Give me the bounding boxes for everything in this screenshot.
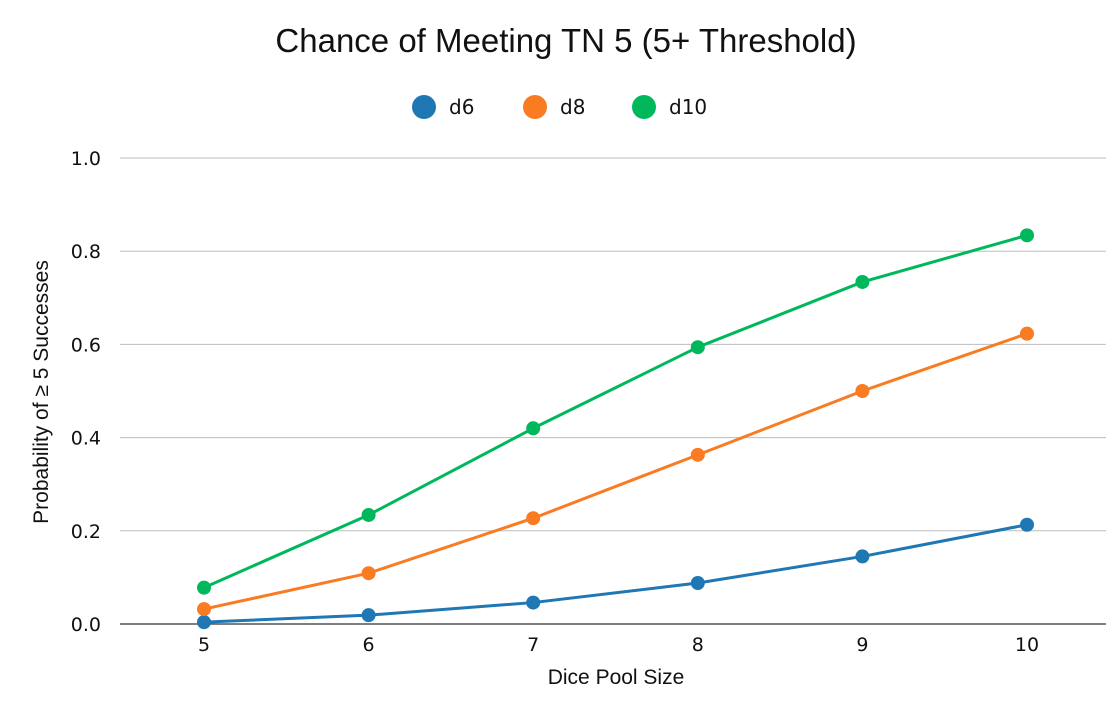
data-point [526, 595, 541, 610]
data-point [1020, 517, 1034, 532]
legend-marker [523, 95, 547, 119]
data-point [361, 507, 376, 522]
data-point [1020, 326, 1034, 341]
legend-label: d8 [560, 95, 585, 119]
y-axis-ticks: 0.0 0.2 0.4 0.6 0.8 1.0 [71, 148, 101, 636]
data-point [526, 421, 541, 436]
series [197, 228, 1034, 630]
x-tick-label: 10 [1015, 634, 1039, 656]
data-point [690, 340, 705, 355]
legend-item-d6: d6 [412, 95, 474, 119]
data-point [361, 566, 376, 581]
legend-item-d10: d10 [632, 95, 707, 119]
legend-marker [632, 95, 656, 119]
y-tick-label: 0.4 [71, 428, 101, 450]
y-tick-label: 0.2 [71, 521, 101, 543]
x-axis-title: Dice Pool Size [548, 666, 685, 689]
x-axis-ticks: 5 6 7 8 9 10 [198, 634, 1039, 656]
data-point [197, 580, 211, 595]
data-point [197, 615, 211, 630]
legend-label: d10 [669, 95, 707, 119]
y-tick-label: 0.0 [71, 614, 101, 636]
data-point [690, 575, 705, 590]
y-axis-title: Probability of ≥ 5 Successes [30, 260, 53, 524]
series-d6 [197, 517, 1034, 630]
legend-item-d8: d8 [523, 95, 585, 119]
legend: d6 d8 d10 [412, 95, 707, 119]
series-line [202, 523, 1029, 624]
series-d8 [197, 326, 1034, 617]
series-line [202, 332, 1029, 611]
y-tick-label: 0.8 [71, 241, 101, 263]
y-tick-label: 1.0 [71, 148, 101, 170]
x-tick-label: 7 [527, 634, 539, 656]
data-point [197, 602, 211, 617]
x-tick-label: 5 [198, 634, 210, 656]
data-point [1020, 228, 1034, 243]
series-d10 [197, 228, 1034, 595]
series-line [202, 233, 1029, 590]
data-point [690, 447, 705, 462]
data-point [526, 511, 541, 526]
legend-label: d6 [449, 95, 474, 119]
data-point [855, 549, 870, 564]
chart-title: Chance of Meeting TN 5 (5+ Threshold) [275, 22, 856, 59]
x-tick-label: 8 [692, 634, 704, 656]
data-point [855, 274, 870, 289]
y-tick-label: 0.6 [71, 334, 101, 356]
data-point [361, 608, 376, 623]
data-point [855, 384, 870, 398]
legend-marker [412, 95, 436, 119]
x-tick-label: 9 [856, 634, 868, 656]
x-tick-label: 6 [363, 634, 375, 656]
gridlines [120, 157, 1106, 532]
